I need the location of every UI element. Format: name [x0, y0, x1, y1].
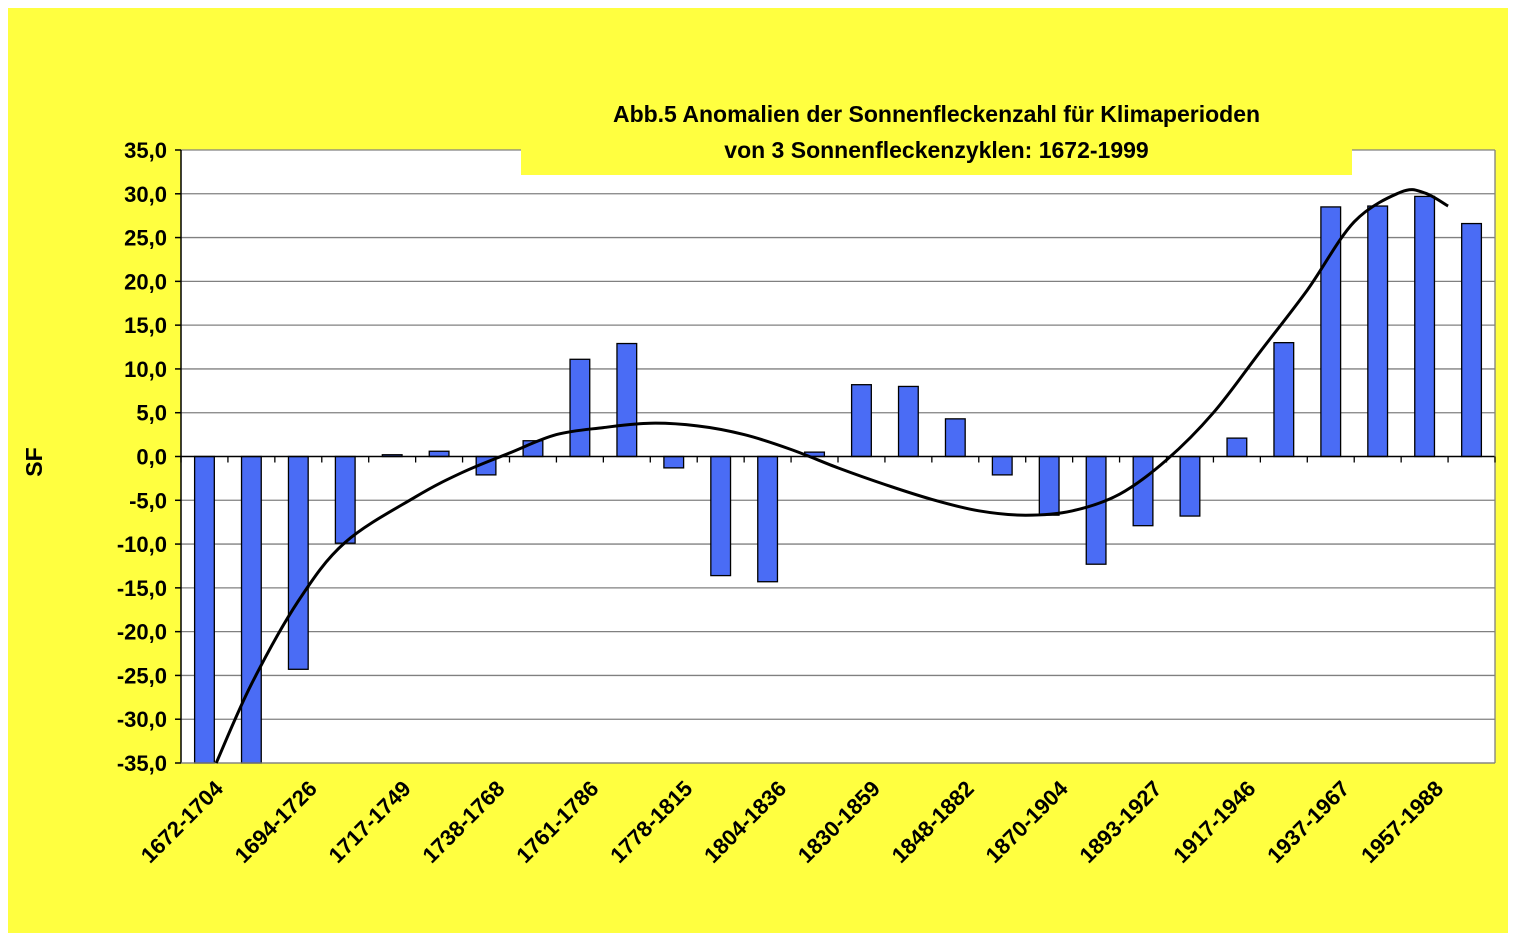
y-tick-label: -30,0	[117, 707, 167, 732]
axes	[175, 149, 1496, 764]
bar	[991, 455, 1013, 476]
x-tick-label: 1761-1786	[511, 776, 603, 868]
bar	[1273, 342, 1295, 458]
x-tick-label: 1848-1882	[887, 776, 979, 868]
bar	[1461, 222, 1483, 458]
bar	[663, 455, 685, 469]
y-tick-labels: 35,0 30,0 25,0 20,0 15,0 10,0 5,0 0,0 -5,0 -10,0 -…	[117, 138, 167, 776]
x-tick-label: 1738-1768	[417, 776, 509, 868]
y-tick-label: -25,0	[117, 663, 167, 688]
bar	[897, 385, 919, 458]
y-tick-label: 15,0	[124, 313, 167, 338]
y-tick-label: -5,0	[129, 488, 167, 513]
bar	[616, 342, 638, 458]
bar	[710, 455, 732, 577]
x-tick-label: 1672-1704	[136, 775, 229, 868]
bar	[193, 455, 215, 764]
bar	[944, 418, 966, 458]
trend-line	[214, 188, 1449, 764]
y-tick-label: -10,0	[117, 532, 167, 557]
y-tick-label: 5,0	[136, 401, 167, 426]
y-tick-label: 20,0	[124, 269, 167, 294]
x-tick-label: 1893-1927	[1074, 776, 1166, 868]
bar	[428, 450, 450, 458]
y-tick-label: 35,0	[124, 138, 167, 163]
y-axis-label: SF	[21, 447, 47, 476]
y-tick-label: 25,0	[124, 226, 167, 251]
bar	[1038, 455, 1060, 516]
chart-title-line-2: von 3 Sonnenfleckenzyklen: 1672-1999	[724, 137, 1149, 163]
x-tick-label: 1778-1815	[605, 776, 697, 868]
bar	[240, 455, 262, 764]
bar	[287, 455, 309, 670]
x-tick-label: 1804-1836	[699, 776, 791, 868]
x-tick-label: 1717-1749	[324, 776, 416, 868]
x-tick-label: 1694-1726	[230, 776, 322, 868]
x-tick-labels: 1672-1704 1694-1726 1717-1749 1738-1768 1761…	[136, 775, 1448, 868]
x-tick-label: 1917-1946	[1168, 776, 1260, 868]
bar	[1226, 437, 1248, 458]
y-tick-label: -20,0	[117, 620, 167, 645]
y-tick-label: 30,0	[124, 182, 167, 207]
bar	[1414, 195, 1436, 458]
x-tick-label: 1937-1967	[1262, 776, 1354, 868]
y-tick-label: 10,0	[124, 357, 167, 382]
bar	[1367, 205, 1389, 458]
bar	[1085, 455, 1107, 565]
bar	[569, 358, 591, 458]
bar	[1132, 455, 1154, 527]
bar	[757, 455, 779, 583]
y-tick-label: -15,0	[117, 576, 167, 601]
x-tick-label: 1830-1859	[793, 776, 885, 868]
x-tick-label: 1957-1988	[1356, 776, 1448, 868]
bar	[334, 455, 356, 544]
y-tick-label: -35,0	[117, 751, 167, 776]
chart-title-box: Abb.5 Anomalien der Sonnenfleckenzahl fü…	[521, 95, 1352, 175]
x-tick-label: 1870-1904	[981, 775, 1074, 868]
chart-title-line-1: Abb.5 Anomalien der Sonnenfleckenzahl fü…	[612, 101, 1261, 127]
bar	[1179, 455, 1201, 517]
bar	[850, 384, 872, 458]
y-tick-label: 0,0	[136, 445, 167, 470]
